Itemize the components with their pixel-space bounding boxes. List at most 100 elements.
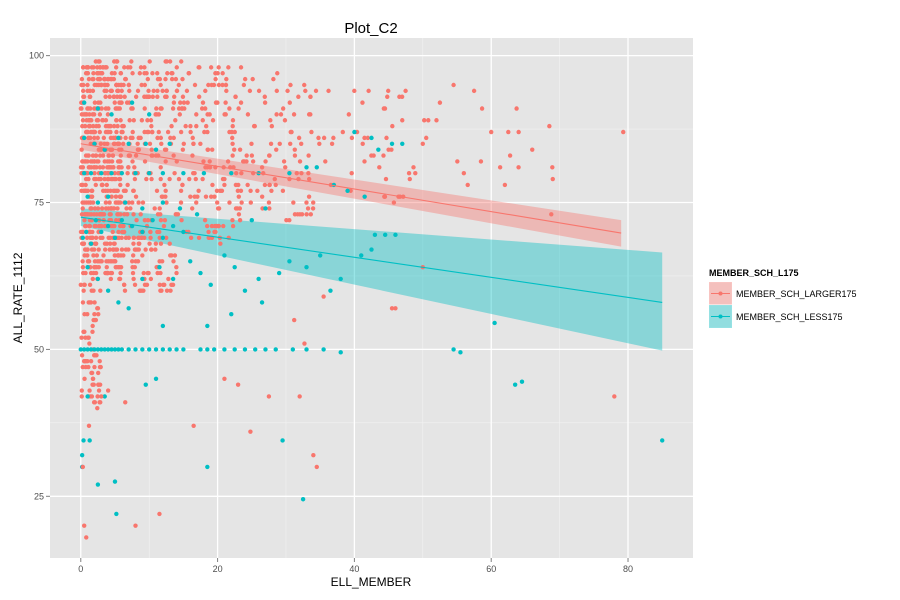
- data-point-series-1: [147, 59, 152, 64]
- data-point-series-1: [207, 165, 213, 170]
- data-point-series-1: [235, 188, 241, 193]
- data-point-series-1: [142, 82, 148, 88]
- data-point-series-2: [372, 232, 378, 238]
- data-point-series-1: [420, 141, 425, 146]
- data-point-series-1: [90, 376, 96, 381]
- x-tick-label: 20: [213, 564, 223, 574]
- data-point-series-1: [437, 100, 443, 105]
- data-point-series-1: [192, 170, 197, 176]
- data-point-series-1: [117, 194, 123, 199]
- data-point-series-1: [131, 276, 136, 282]
- data-point-series-1: [507, 153, 513, 158]
- data-point-series-1: [348, 188, 353, 193]
- data-point-series-2: [143, 382, 148, 387]
- data-point-series-1: [113, 176, 118, 182]
- data-point-series-1: [275, 71, 280, 76]
- data-point-series-2: [345, 188, 350, 193]
- data-point-series-1: [407, 176, 412, 182]
- data-point-series-1: [90, 112, 95, 117]
- data-point-series-2: [133, 170, 138, 176]
- data-point-series-1: [79, 106, 84, 111]
- data-point-series-1: [158, 135, 164, 141]
- data-point-series-1: [115, 206, 120, 211]
- data-point-series-1: [202, 217, 208, 223]
- data-point-series-1: [127, 118, 132, 123]
- data-point-series-1: [250, 76, 255, 82]
- data-point-series-1: [94, 253, 100, 258]
- data-point-series-1: [434, 118, 439, 123]
- data-point-series-2: [304, 264, 309, 270]
- data-point-series-1: [389, 306, 395, 311]
- data-point-series-1: [117, 159, 122, 164]
- data-point-series-1: [147, 241, 152, 246]
- data-point-series-1: [90, 129, 95, 135]
- data-point-series-1: [237, 147, 243, 152]
- data-point-series-1: [274, 147, 279, 152]
- data-point-series-2: [109, 112, 114, 117]
- data-point-series-1: [489, 129, 494, 135]
- data-point-series-1: [107, 247, 112, 252]
- data-point-series-1: [255, 188, 260, 193]
- data-point-series-1: [108, 276, 114, 282]
- data-point-series-1: [269, 123, 275, 129]
- data-point-series-1: [80, 241, 86, 246]
- data-point-series-1: [111, 59, 117, 64]
- data-point-series-2: [129, 100, 135, 105]
- data-point-series-1: [233, 94, 238, 99]
- data-point-series-1: [179, 217, 184, 223]
- data-point-series-1: [83, 270, 88, 276]
- data-point-series-1: [126, 82, 131, 88]
- data-point-series-1: [157, 235, 162, 240]
- data-point-series-2: [177, 206, 183, 211]
- data-point-series-1: [222, 176, 227, 182]
- data-point-series-2: [105, 347, 111, 352]
- data-point-series-1: [132, 282, 138, 287]
- data-point-series-1: [99, 206, 105, 211]
- data-point-series-1: [95, 394, 100, 399]
- data-point-series-1: [142, 65, 147, 70]
- data-point-series-1: [179, 59, 184, 64]
- data-point-series-1: [284, 217, 289, 223]
- data-point-series-1: [123, 235, 129, 240]
- data-point-series-1: [158, 176, 163, 182]
- data-point-series-1: [111, 141, 117, 146]
- data-point-series-1: [95, 206, 101, 211]
- data-point-series-1: [172, 94, 177, 99]
- chart-title: Plot_C2: [344, 20, 397, 37]
- data-point-series-1: [131, 188, 136, 193]
- data-point-series-1: [89, 370, 94, 376]
- data-point-series-1: [125, 182, 130, 188]
- data-point-series-2: [263, 206, 268, 211]
- data-point-series-2: [170, 276, 176, 282]
- data-point-series-1: [530, 147, 535, 152]
- data-point-series-1: [366, 88, 371, 94]
- data-point-series-1: [163, 147, 169, 152]
- data-point-series-1: [90, 88, 96, 94]
- data-point-series-2: [229, 311, 234, 317]
- data-point-series-1: [92, 176, 97, 182]
- data-point-series-1: [157, 206, 162, 211]
- data-point-series-1: [200, 100, 206, 105]
- data-point-series-1: [80, 165, 86, 170]
- data-point-series-1: [135, 141, 140, 146]
- data-point-series-1: [383, 176, 389, 182]
- data-point-series-2: [102, 394, 107, 399]
- data-point-series-1: [187, 176, 192, 182]
- data-point-series-1: [87, 94, 93, 99]
- data-point-series-1: [236, 194, 242, 199]
- data-point-series-1: [171, 135, 176, 141]
- data-point-series-1: [238, 100, 244, 105]
- data-point-series-1: [156, 112, 162, 117]
- data-point-series-1: [161, 223, 167, 229]
- data-point-series-2: [314, 165, 319, 170]
- data-point-series-1: [497, 165, 503, 170]
- data-point-series-1: [371, 153, 376, 158]
- data-point-series-1: [262, 182, 268, 188]
- data-point-series-2: [458, 350, 463, 355]
- data-point-series-2: [88, 347, 94, 352]
- data-point-series-1: [91, 288, 96, 293]
- data-point-series-1: [155, 94, 160, 99]
- data-point-series-1: [83, 223, 88, 229]
- data-point-series-1: [104, 259, 109, 264]
- data-point-series-1: [146, 88, 151, 94]
